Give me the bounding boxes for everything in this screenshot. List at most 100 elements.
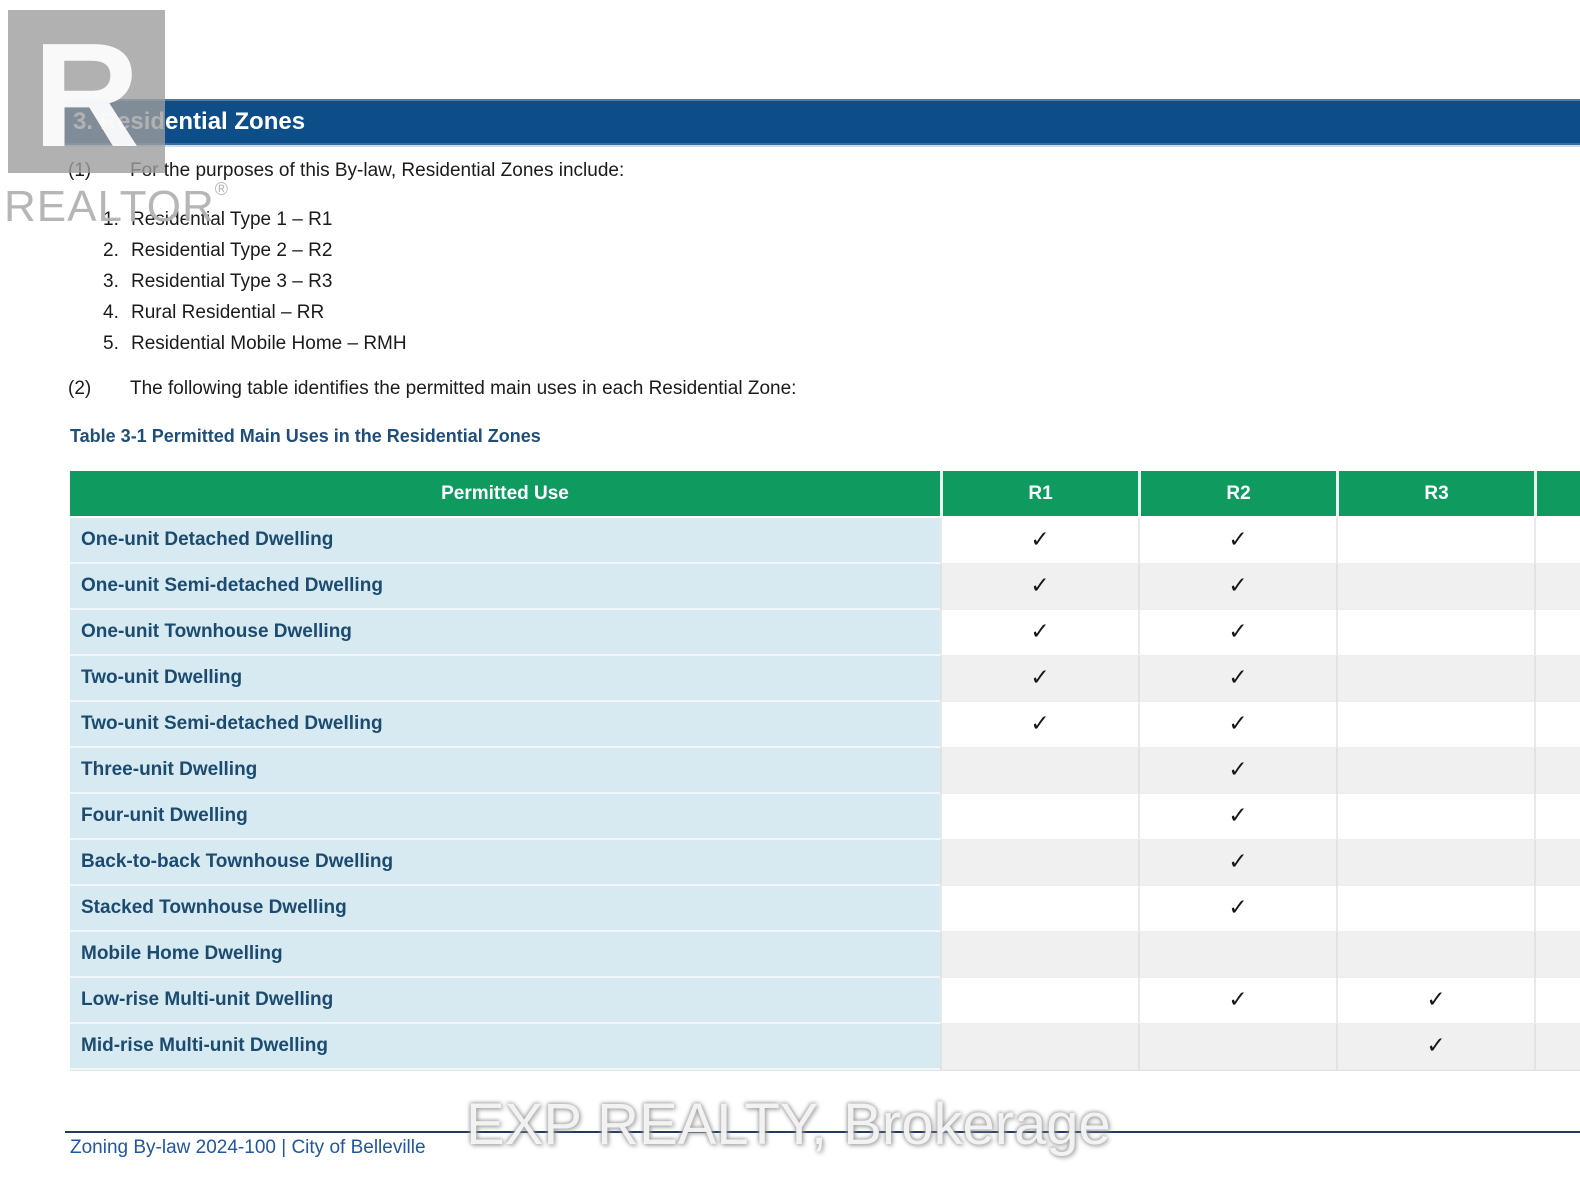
- empty-cell: [1336, 840, 1534, 886]
- zone-item-label: Rural Residential – RR: [131, 301, 325, 323]
- empty-cell: [1534, 656, 1580, 702]
- row-label: Low-rise Multi-unit Dwelling: [70, 978, 940, 1024]
- realtor-wordmark: REALTOR®: [4, 179, 230, 231]
- clause-2-text: The following table identifies the permi…: [130, 378, 797, 399]
- check-icon: ✓: [1426, 987, 1446, 1013]
- empty-cell: [1534, 518, 1580, 564]
- row-label: One-unit Townhouse Dwelling: [70, 610, 940, 656]
- zone-item-label: Residential Type 3 – R3: [131, 270, 333, 292]
- check-cell: ✓: [940, 564, 1138, 610]
- zone-item-label: Residential Type 2 – R2: [131, 239, 333, 261]
- empty-cell: [1534, 840, 1580, 886]
- check-cell: ✓: [1336, 978, 1534, 1024]
- check-icon: ✓: [1030, 711, 1050, 737]
- check-icon: ✓: [1228, 619, 1248, 645]
- empty-cell: [1138, 1024, 1336, 1070]
- zone-item-number: 1.: [103, 208, 119, 230]
- column-header-r3: R3: [1336, 471, 1534, 518]
- clause-2: (2) The following table identifies the p…: [68, 377, 796, 401]
- row-label: Back-to-back Townhouse Dwelling: [70, 840, 940, 886]
- empty-cell: [1534, 886, 1580, 932]
- zone-list-item: 2. Residential Type 2 – R2: [103, 235, 407, 266]
- check-cell: ✓: [1138, 518, 1336, 564]
- brokerage-watermark: EXP REALTY, Brokerage: [466, 1092, 1111, 1157]
- check-cell: ✓: [1138, 978, 1336, 1024]
- empty-cell: [940, 932, 1138, 978]
- row-label: One-unit Semi-detached Dwelling: [70, 564, 940, 610]
- empty-cell: [1336, 748, 1534, 794]
- check-cell: ✓: [940, 518, 1138, 564]
- section-header-bar: 3. Residential Zones: [65, 99, 1580, 145]
- empty-cell: [1534, 1024, 1580, 1070]
- empty-cell: [1534, 702, 1580, 748]
- zone-list-item: 1. Residential Type 1 – R1: [103, 204, 407, 235]
- row-label: Stacked Townhouse Dwelling: [70, 886, 940, 932]
- registered-trademark-icon: ®: [214, 179, 230, 199]
- empty-cell: [940, 748, 1138, 794]
- column-header-permitted-use: Permitted Use: [70, 471, 940, 518]
- empty-cell: [1336, 794, 1534, 840]
- check-cell: ✓: [940, 610, 1138, 656]
- check-icon: ✓: [1228, 665, 1248, 691]
- check-cell: ✓: [1138, 794, 1336, 840]
- row-label: One-unit Detached Dwelling: [70, 518, 940, 564]
- empty-cell: [940, 886, 1138, 932]
- row-label: Two-unit Semi-detached Dwelling: [70, 702, 940, 748]
- zone-item-label: Residential Mobile Home – RMH: [131, 332, 407, 354]
- column-header-cropped: [1534, 471, 1580, 518]
- zone-item-label: Residential Type 1 – R1: [131, 208, 333, 230]
- check-cell: ✓: [940, 656, 1138, 702]
- column-header-r1: R1: [940, 471, 1138, 518]
- zone-list-item: 3. Residential Type 3 – R3: [103, 266, 407, 297]
- clause-2-number: (2): [68, 378, 92, 399]
- zone-item-number: 5.: [103, 332, 119, 354]
- empty-cell: [1534, 748, 1580, 794]
- empty-cell: [1534, 932, 1580, 978]
- zone-item-number: 3.: [103, 270, 119, 292]
- zone-list-item: 4. Rural Residential – RR: [103, 297, 407, 328]
- check-icon: ✓: [1228, 573, 1248, 599]
- empty-cell: [940, 978, 1138, 1024]
- check-icon: ✓: [1426, 1033, 1446, 1059]
- row-label: Two-unit Dwelling: [70, 656, 940, 702]
- row-label: Three-unit Dwelling: [70, 748, 940, 794]
- empty-cell: [1534, 610, 1580, 656]
- row-label: Four-unit Dwelling: [70, 794, 940, 840]
- table-title: Table 3-1 Permitted Main Uses in the Res…: [70, 426, 541, 446]
- check-cell: ✓: [1138, 702, 1336, 748]
- check-icon: ✓: [1228, 803, 1248, 829]
- empty-cell: [1336, 564, 1534, 610]
- permitted-use-table: Permitted Use R1 R2 R3 One-unit Detached Dwe…: [70, 471, 1580, 1071]
- check-icon: ✓: [1030, 619, 1050, 645]
- zone-item-number: 4.: [103, 301, 119, 323]
- realtor-r-icon: R: [8, 10, 165, 173]
- check-icon: ✓: [1228, 757, 1248, 783]
- empty-cell: [1336, 518, 1534, 564]
- empty-cell: [940, 840, 1138, 886]
- check-cell: ✓: [1138, 610, 1336, 656]
- empty-cell: [1336, 702, 1534, 748]
- check-icon: ✓: [1030, 573, 1050, 599]
- clause-1-text: For the purposes of this By-law, Residen…: [130, 160, 625, 181]
- empty-cell: [1336, 610, 1534, 656]
- empty-cell: [940, 1024, 1138, 1070]
- zone-list-item: 5. Residential Mobile Home – RMH: [103, 328, 407, 359]
- footer-rule: [65, 1131, 1580, 1133]
- check-icon: ✓: [1228, 849, 1248, 875]
- row-label: Mid-rise Multi-unit Dwelling: [70, 1024, 940, 1070]
- empty-cell: [1336, 886, 1534, 932]
- zone-list: 1. Residential Type 1 – R1 2. Residential T…: [103, 204, 407, 359]
- footer-text: Zoning By-law 2024-100 | City of Bellevi…: [70, 1137, 426, 1158]
- check-icon: ✓: [1228, 527, 1248, 553]
- realtor-r-letter: R: [33, 12, 140, 178]
- check-icon: ✓: [1030, 665, 1050, 691]
- empty-cell: [1336, 932, 1534, 978]
- empty-cell: [1534, 794, 1580, 840]
- check-cell: ✓: [1336, 1024, 1534, 1070]
- check-icon: ✓: [1228, 711, 1248, 737]
- check-cell: ✓: [1138, 748, 1336, 794]
- empty-cell: [1138, 932, 1336, 978]
- check-cell: ✓: [1138, 886, 1336, 932]
- column-header-r2: R2: [1138, 471, 1336, 518]
